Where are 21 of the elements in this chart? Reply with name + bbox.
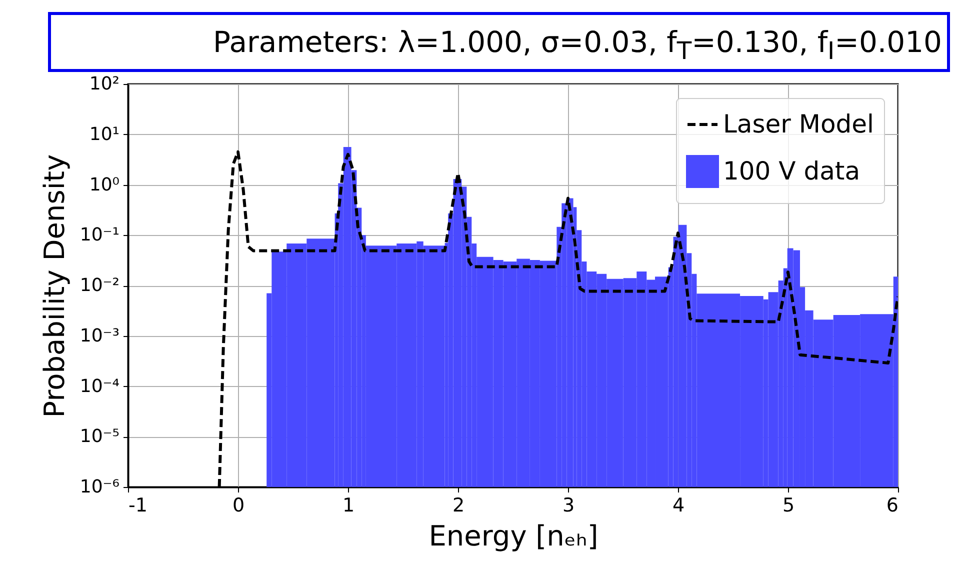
x-axis-title: Energy [nₑₕ] xyxy=(428,520,598,552)
x-tick-label: 4 xyxy=(672,494,685,516)
y-tick-label: 10⁰ xyxy=(89,174,120,196)
x-tick-label: 0 xyxy=(232,494,245,516)
y-tick-label: 10⁻⁶ xyxy=(80,476,120,498)
y-tick-label: 10⁻³ xyxy=(80,325,120,346)
y-axis-title: Probability Density xyxy=(38,154,71,418)
x-tick-label: 6 xyxy=(886,494,898,516)
y-tick-label: 10⁻¹ xyxy=(80,224,120,246)
y-tick-label: 10⁻² xyxy=(80,275,120,296)
x-tick-label: 3 xyxy=(562,494,575,516)
x-tick-label: 2 xyxy=(452,494,465,516)
x-tick-label: 5 xyxy=(782,494,795,516)
y-tick-label: 10⁻⁴ xyxy=(80,376,120,397)
y-tick-label: 10² xyxy=(89,74,120,94)
y-tick-label: 10¹ xyxy=(89,124,120,145)
y-tick-label: 10⁻⁵ xyxy=(80,426,120,448)
x-tick-label: 1 xyxy=(342,494,355,516)
legend-label: Laser Model xyxy=(723,110,874,138)
x-tick-label: -1 xyxy=(128,494,148,516)
legend-label: 100 V data xyxy=(723,156,860,186)
